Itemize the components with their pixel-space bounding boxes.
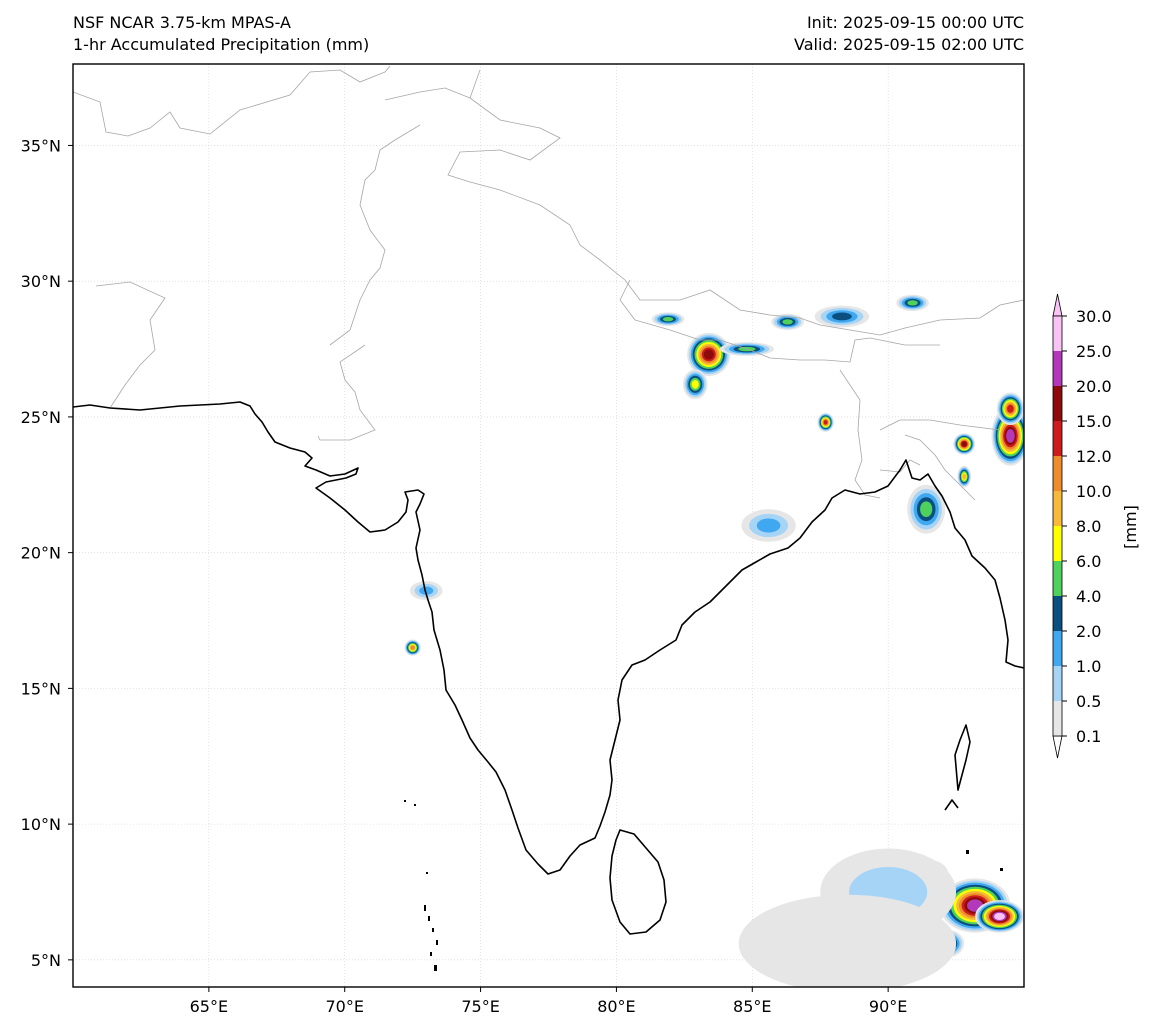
- coastline: [73, 401, 1024, 935]
- colorbar-segment: [1053, 456, 1062, 491]
- precip-cell: [782, 319, 793, 325]
- colorbar-level-label: 25.0: [1076, 342, 1112, 361]
- colorbar-max-extend: [1052, 293, 1063, 317]
- andaman-nicobar-islands: [404, 800, 1003, 971]
- colorbar-unit-label: [mm]: [1121, 505, 1140, 549]
- precip-cell: [410, 645, 415, 650]
- colorbar-level-label: 10.0: [1076, 482, 1112, 501]
- precip-cell: [962, 473, 967, 480]
- precip-cell: [662, 317, 674, 322]
- colorbar-segment: [1053, 596, 1062, 631]
- colorbar-segment: [1053, 666, 1062, 701]
- lon-tick-label: 75°E: [461, 997, 499, 1016]
- model-title: NSF NCAR 3.75-km MPAS-A: [73, 13, 291, 32]
- precip-cell: [419, 586, 434, 595]
- precip-cell: [961, 441, 967, 447]
- title-right: Init: 2025-09-15 00:00 UTC Valid: 2025-0…: [794, 12, 1024, 56]
- lat-tick-label: 20°N: [21, 544, 61, 563]
- lon-tick-label: 90°E: [869, 997, 907, 1016]
- precip-cell: [738, 894, 957, 987]
- precip-cell: [703, 349, 714, 360]
- colorbar-level-label: 12.0: [1076, 447, 1112, 466]
- colorbar-segment: [1053, 351, 1062, 386]
- colorbar-level-label: 2.0: [1076, 622, 1101, 641]
- lat-tick-label: 30°N: [21, 272, 61, 291]
- longitude-axis: 65°E 70°E 75°E 80°E 85°E 90°E: [190, 987, 907, 1016]
- lat-tick-label: 35°N: [21, 136, 61, 155]
- precipitation-field: [404, 294, 1024, 987]
- precip-cell: [994, 912, 1005, 921]
- lat-tick-label: 5°N: [31, 951, 61, 970]
- colorbar: 0.1 0.5 1.0 2.0 4.0 6.0 8.0 10.0 12.0 15.0 20.0 25.…: [1052, 293, 1112, 759]
- lon-tick-label: 70°E: [325, 997, 363, 1016]
- field-title: 1-hr Accumulated Precipitation (mm): [73, 35, 370, 54]
- colorbar-segment: [1053, 491, 1062, 526]
- precip-cell: [691, 379, 699, 389]
- lon-tick-label: 85°E: [733, 997, 771, 1016]
- precip-cell: [832, 312, 852, 321]
- colorbar-segment: [1053, 631, 1062, 666]
- map-plot-area: [73, 64, 1024, 987]
- gridlines: [73, 64, 1024, 987]
- precip-cell: [756, 518, 781, 533]
- lat-tick-label: 15°N: [21, 679, 61, 698]
- colorbar-level-label: 15.0: [1076, 412, 1112, 431]
- precip-cell: [1007, 404, 1014, 413]
- colorbar-segment: [1053, 701, 1062, 736]
- colorbar-segment: [1053, 561, 1062, 596]
- colorbar-level-label: 4.0: [1076, 587, 1101, 606]
- latitude-axis: 5°N 10°N 15°N 20°N 25°N 30°N 35°N: [21, 136, 73, 970]
- country-borders: [73, 65, 1024, 501]
- colorbar-level-label: 30.0: [1076, 307, 1112, 326]
- precip-cell: [920, 501, 933, 518]
- precip-cell: [823, 420, 828, 425]
- lon-tick-label: 80°E: [597, 997, 635, 1016]
- colorbar-level-label: 0.1: [1076, 727, 1101, 746]
- colorbar-segment: [1053, 386, 1062, 421]
- colorbar-level-label: 1.0: [1076, 657, 1101, 676]
- valid-time: Valid: 2025-09-15 02:00 UTC: [793, 35, 1024, 54]
- lat-tick-label: 10°N: [21, 815, 61, 834]
- colorbar-level-label: 0.5: [1076, 692, 1101, 711]
- map-frame: [72, 63, 1025, 988]
- colorbar-segment: [1053, 421, 1062, 456]
- lon-tick-label: 65°E: [190, 997, 228, 1016]
- colorbar-segment: [1053, 526, 1062, 561]
- title-left: NSF NCAR 3.75-km MPAS-A 1-hr Accumulated…: [73, 12, 369, 56]
- init-time: Init: 2025-09-15 00:00 UTC: [806, 13, 1024, 32]
- precip-cell: [1006, 429, 1015, 443]
- precip-cell: [907, 300, 918, 306]
- lat-tick-label: 25°N: [21, 408, 61, 427]
- colorbar-min-extend: [1052, 735, 1063, 759]
- colorbar-segment: [1053, 316, 1062, 351]
- colorbar-level-label: 8.0: [1076, 517, 1101, 536]
- colorbar-level-label: 6.0: [1076, 552, 1101, 571]
- colorbar-level-label: 20.0: [1076, 377, 1112, 396]
